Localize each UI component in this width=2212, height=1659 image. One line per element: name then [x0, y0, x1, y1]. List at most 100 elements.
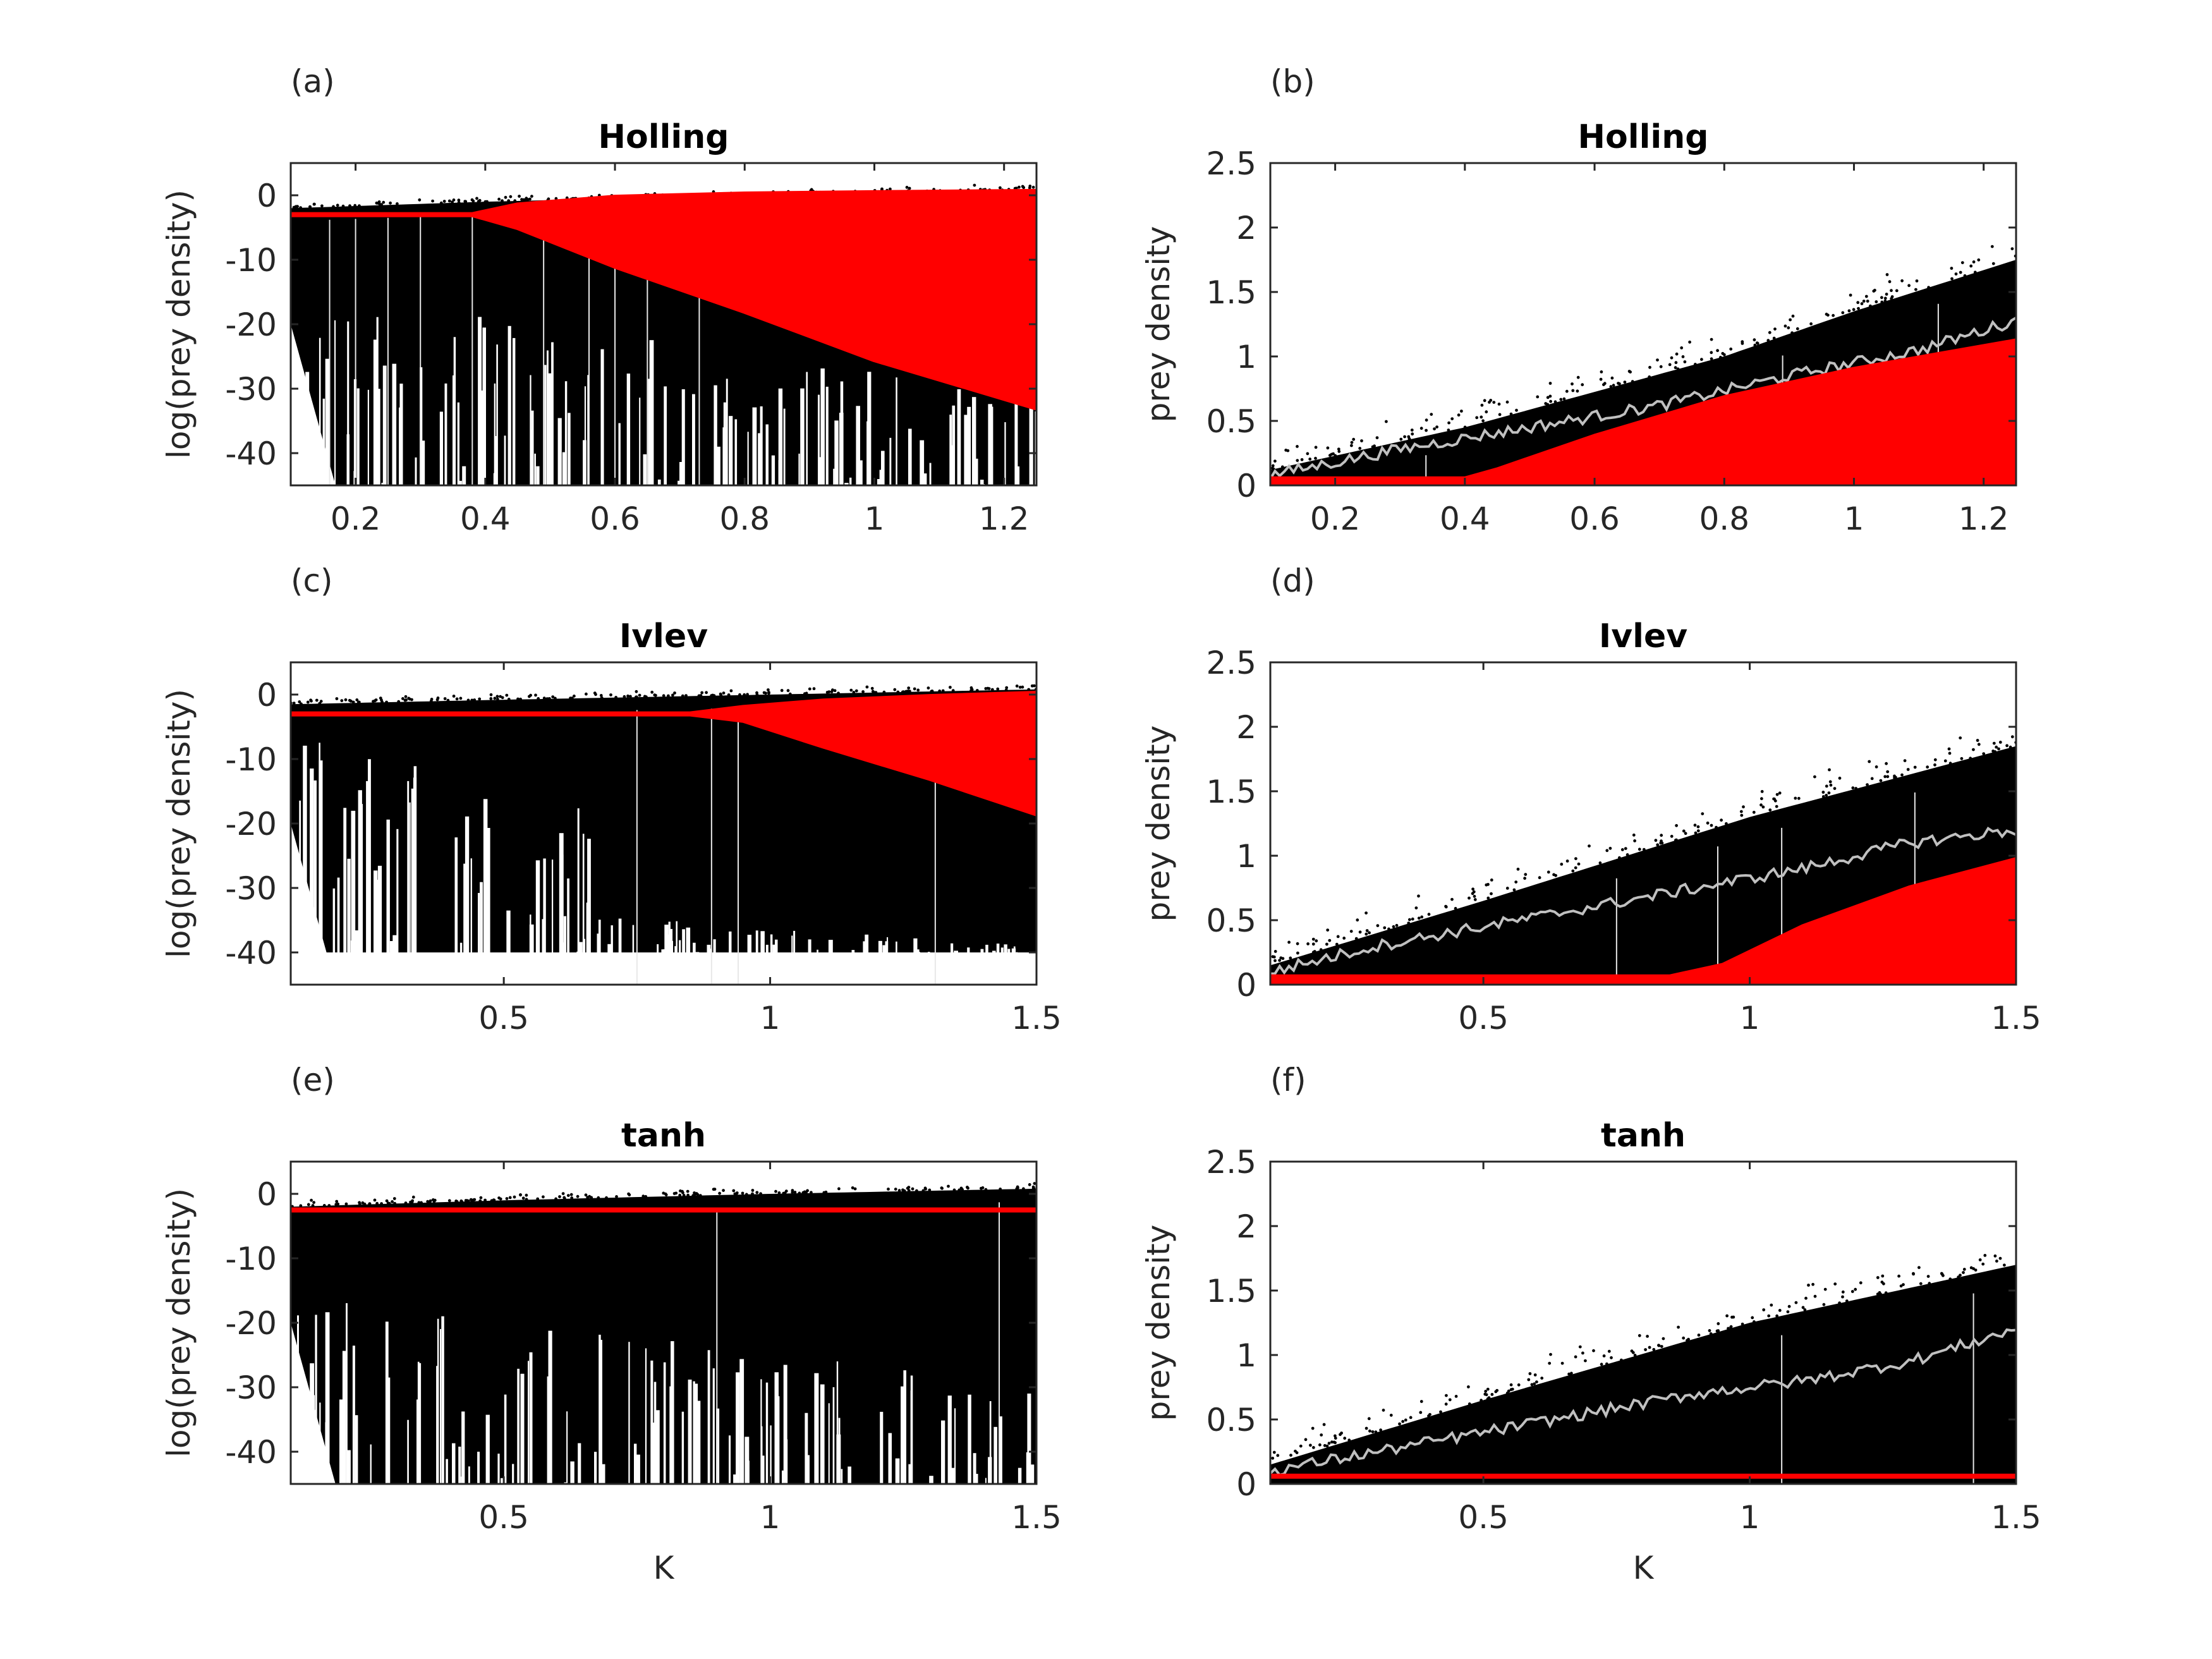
outlier-point [420, 1201, 423, 1205]
outlier-point [1433, 427, 1437, 430]
outlier-point [1759, 803, 1763, 807]
outlier-point [1710, 357, 1713, 361]
outlier-point [1507, 1389, 1510, 1393]
outlier-point [1354, 937, 1358, 940]
outlier-point [1790, 331, 1794, 334]
outlier-point [1876, 1292, 1880, 1296]
outlier-point [1383, 926, 1387, 930]
outlier-point [1629, 370, 1632, 374]
x-tick-label: 1.5 [1011, 1000, 1062, 1036]
outlier-point [525, 1193, 528, 1197]
outlier-point [1524, 873, 1528, 876]
gap-mark [347, 321, 349, 485]
gap-mark [929, 1476, 933, 1484]
outlier-point [1948, 1277, 1952, 1281]
gap-mark [332, 888, 336, 985]
gap-mark [783, 1364, 787, 1484]
gap-mark [908, 428, 912, 485]
gap-mark [446, 1459, 448, 1484]
gap-mark [681, 389, 685, 485]
gap-mark [1014, 389, 1018, 485]
gap-mark [618, 918, 622, 985]
gap-mark [485, 828, 490, 985]
x-tick-label: 0.5 [478, 1000, 529, 1036]
outlier-point [1850, 1290, 1854, 1293]
gap-mark [352, 1346, 355, 1484]
outlier-point [1638, 848, 1641, 851]
outlier-point [1315, 939, 1318, 943]
y-tick-label: 0 [257, 677, 277, 714]
gap-mark [765, 1382, 769, 1484]
outlier-point [973, 183, 976, 187]
outlier-point [921, 1189, 925, 1193]
outlier-point [1306, 942, 1310, 945]
outlier-point [1358, 930, 1362, 934]
outlier-point [355, 698, 359, 702]
gap-mark [648, 379, 652, 485]
outlier-point [519, 1193, 522, 1197]
x-tick-label: 1.2 [979, 501, 1030, 537]
outlier-point [614, 696, 617, 699]
outlier-point [429, 699, 433, 703]
outlier-point [1475, 416, 1479, 420]
outlier-point [693, 1193, 696, 1197]
outlier-point [1772, 797, 1776, 801]
outlier-point [505, 693, 509, 697]
axes-box-f [1269, 1160, 2017, 1485]
gap-mark [343, 808, 347, 985]
gap-mark [358, 790, 362, 985]
outlier-point [418, 198, 422, 202]
outlier-point [1710, 823, 1713, 827]
outlier-point [1775, 793, 1779, 796]
gap-mark [486, 1450, 489, 1484]
gap-mark [729, 1435, 731, 1484]
outlier-point [780, 689, 784, 692]
outlier-point [1804, 1296, 1808, 1300]
gap-mark [444, 383, 447, 485]
plot-area-e [291, 1182, 1036, 1484]
gap-mark [385, 1322, 389, 1484]
gap-mark [712, 1368, 715, 1484]
outlier-point [1957, 1275, 1960, 1279]
outlier-point [1729, 347, 1733, 351]
outlier-point [454, 1200, 458, 1203]
outlier-point [299, 206, 302, 209]
outlier-point [684, 694, 688, 697]
outlier-point [1325, 1444, 1329, 1448]
outlier-point [1900, 279, 1904, 283]
outlier-point [551, 695, 555, 698]
outlier-point [1364, 1426, 1368, 1430]
outlier-point [1825, 784, 1828, 788]
outlier-point [959, 1186, 963, 1190]
outlier-point [1854, 787, 1858, 790]
gap-mark [478, 317, 482, 485]
outlier-point [664, 1192, 667, 1196]
outlier-point [1991, 750, 1995, 753]
outlier-point [1950, 267, 1954, 270]
outlier-point [805, 1190, 808, 1194]
outlier-point [1710, 351, 1713, 355]
outlier-point [1620, 848, 1624, 851]
panel-letter: (b) [1270, 63, 1315, 100]
outlier-point [1963, 274, 1967, 277]
gap-mark [453, 375, 456, 485]
outlier-point [744, 1193, 748, 1196]
outlier-point [1882, 1282, 1885, 1285]
outlier-point [727, 693, 731, 696]
gap-mark [950, 1468, 955, 1484]
outlier-point [1969, 757, 1972, 760]
outlier-point [542, 1195, 545, 1199]
outlier-point [1656, 843, 1660, 847]
outlier-point [653, 693, 657, 697]
x-tick-label: 0.5 [1458, 1499, 1509, 1536]
outlier-point [1509, 1383, 1513, 1387]
outlier-point [1401, 1419, 1405, 1423]
outlier-point [1648, 365, 1651, 369]
outlier-point [1794, 1301, 1798, 1304]
gap-mark [334, 320, 336, 485]
outlier-point [1289, 956, 1292, 960]
outlier-point [673, 691, 676, 695]
outlier-point [1326, 446, 1330, 450]
outlier-point [1881, 1274, 1885, 1278]
gap-mark [678, 480, 681, 485]
